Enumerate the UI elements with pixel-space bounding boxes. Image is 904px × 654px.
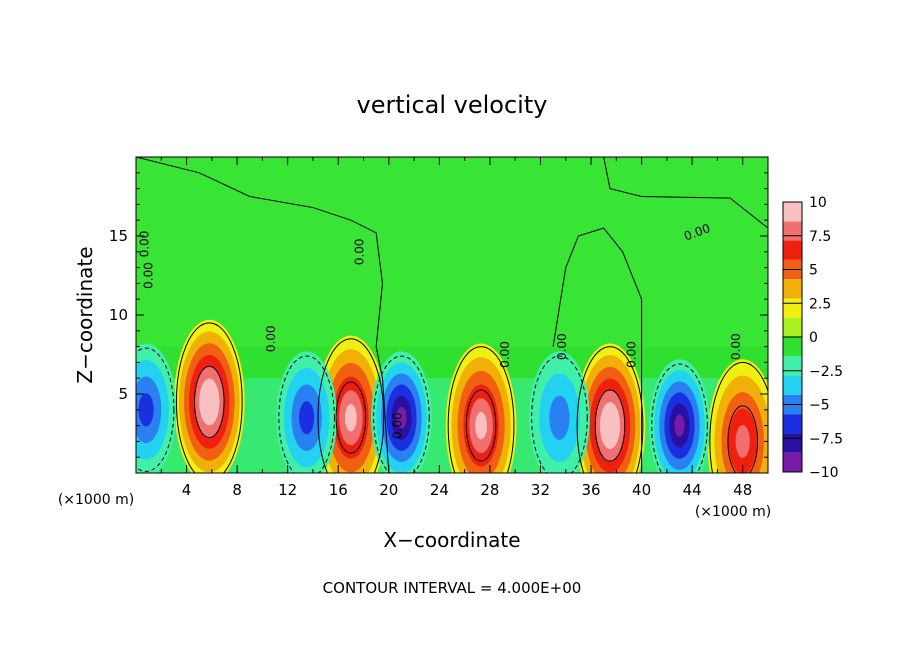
x-unit-right: (×1000 m) (695, 504, 771, 520)
colorbar-tick-label: 0 (809, 330, 818, 346)
x-tick-label: 8 (232, 481, 242, 499)
velocity-field (136, 157, 768, 473)
colorbar-segment (783, 279, 802, 299)
x-axis: 4 8 12 16 20 24 28 32 36 40 44 48 (160, 157, 752, 499)
contour-line (531, 355, 588, 473)
contour-lines: 0.000.000.000.00 0.00 0.000.000.000.000.00 (136, 157, 768, 473)
field-level (396, 406, 407, 429)
x-tick-label: 20 (379, 481, 398, 499)
contour-line-inner (335, 381, 367, 454)
colorbar-tick-label: 5 (809, 263, 818, 279)
x-tick-label: 32 (531, 481, 550, 499)
field-level (604, 413, 616, 438)
contour-line-inner (465, 389, 497, 462)
colorbar-segment (783, 317, 802, 337)
contour-label: 0.00 (624, 341, 638, 368)
colorbar-tick-label: −2.5 (809, 364, 843, 380)
x-tick-label: 36 (581, 481, 600, 499)
colorbar-tick-label: 7.5 (809, 229, 831, 245)
field-level (204, 390, 215, 414)
contour-line (136, 347, 175, 472)
colorbar-segment (783, 221, 802, 241)
y-axis-label: Z−coordinate (73, 246, 97, 383)
colorbar-segment (783, 452, 802, 472)
colorbar-segment (783, 337, 802, 357)
field-level (138, 393, 154, 427)
colorbar-tick-label: 10 (809, 195, 827, 211)
upper-layer (136, 157, 768, 347)
contour-line-inner (727, 405, 759, 473)
chart-title: vertical velocity (357, 91, 548, 119)
contour-line-mid (552, 227, 643, 473)
x-tick-label: 16 (329, 481, 348, 499)
field-level (344, 404, 357, 432)
downdraft-core-5 (276, 351, 337, 473)
colorbar-segment (783, 240, 802, 260)
updraft-core-3 (574, 343, 646, 473)
colorbar-tick-label: 2.5 (809, 296, 831, 312)
contour-line-upper-right (603, 157, 768, 229)
contour-line (447, 346, 515, 473)
field-level (475, 411, 487, 440)
colorbar-tick-label: −5 (809, 398, 830, 414)
contour-interval-note: CONTOUR INTERVAL = 4.000E+00 (323, 579, 582, 597)
downdraft-core-9 (136, 343, 177, 473)
field-level (674, 414, 685, 437)
colorbar-segment (783, 298, 802, 318)
x-tick-label: 40 (632, 481, 651, 499)
downdraft-core-7 (529, 351, 590, 473)
updraft-core-0 (173, 319, 245, 473)
plot-area: 0.000.000.000.00 0.00 0.000.000.000.000.00 (135, 156, 769, 474)
x-tick-label: 28 (480, 481, 499, 499)
x-tick-label: 4 (182, 481, 192, 499)
field-level (735, 424, 750, 458)
y-tick-label: 5 (118, 385, 128, 403)
contour-label: 0.00 (138, 231, 152, 258)
contour-label: 0.00 (264, 325, 278, 352)
downdraft-core-8 (649, 359, 710, 473)
contour-line (651, 363, 708, 473)
colorbar-tick-label: −10 (809, 465, 839, 481)
contour-label: 0.00 (729, 333, 743, 360)
updraft-core-1 (315, 335, 387, 473)
y-tick-label: 10 (109, 306, 128, 324)
y-axis: 5 10 15 (109, 172, 768, 458)
x-tick-label: 48 (733, 481, 752, 499)
contour-label: 0.00 (390, 412, 404, 439)
contour-label: 0.00 (498, 341, 512, 368)
colorbar-tick-label: −7.5 (809, 431, 843, 447)
contour-line-inner (594, 389, 626, 462)
colorbar-segment (783, 375, 802, 395)
colorbar: 10 7.5 5 2.5 0 −2.5 −5 −7.5 −10 (782, 195, 843, 481)
colorbar-segment (783, 356, 802, 376)
field-level (299, 401, 315, 435)
contour-line (373, 355, 430, 473)
contour-line (709, 361, 768, 473)
contour-line-inner (194, 365, 225, 438)
x-tick-label: 24 (430, 481, 449, 499)
contour-label: 0.00 (353, 238, 367, 265)
x-tick-label: 44 (683, 481, 702, 499)
contour-line (576, 346, 644, 473)
colorbar-segment (783, 414, 802, 434)
contour-line (317, 338, 385, 473)
x-axis-label: X−coordinate (383, 528, 520, 552)
colorbar-segment (783, 202, 802, 222)
y-tick-label: 15 (109, 227, 128, 245)
contour-line-upper-left (136, 157, 390, 473)
colorbar-segment (783, 433, 802, 453)
contour-label: 0.00 (555, 333, 569, 360)
field-level (549, 395, 570, 440)
downdraft-core-6 (371, 351, 432, 473)
contour-line (278, 355, 335, 473)
x-tick-label: 12 (278, 481, 297, 499)
x-unit-left: (×1000 m) (58, 492, 134, 508)
contour-label: 0.00 (141, 262, 155, 289)
contour-line (175, 322, 243, 473)
